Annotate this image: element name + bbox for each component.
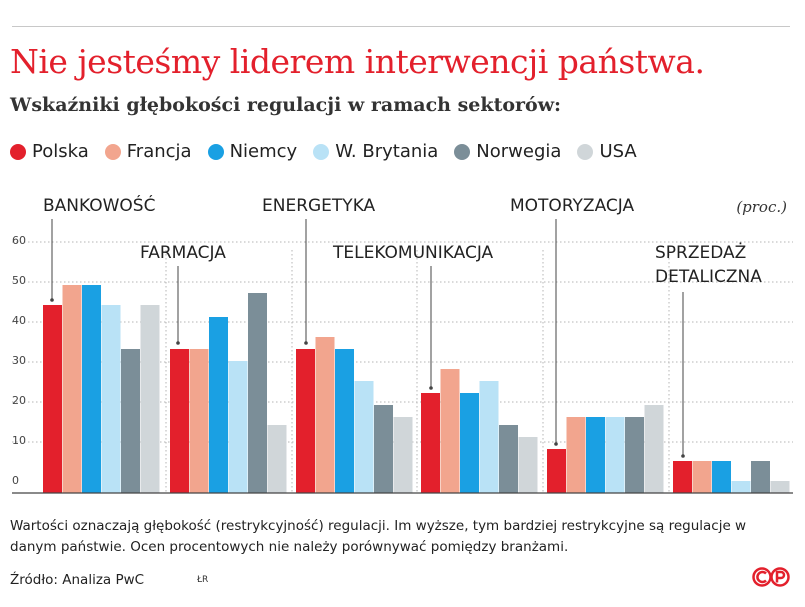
bar <box>335 349 354 493</box>
bar <box>440 369 460 493</box>
leader-dot <box>681 454 685 458</box>
legend-label: Norwegia <box>476 141 562 162</box>
legend-dot <box>10 143 26 160</box>
bar <box>267 425 287 493</box>
category-label: SPRZEDAŻ <box>655 242 746 263</box>
legend-label: Polska <box>32 141 89 162</box>
bar <box>644 405 664 493</box>
bar <box>731 481 751 493</box>
category-label: BANKOWOŚĆ <box>43 194 155 216</box>
legend-item-usa: USA <box>577 141 637 162</box>
y-tick-label: 40 <box>12 314 26 327</box>
leader-dot <box>176 341 180 345</box>
legend-label: Francja <box>126 141 192 162</box>
legend-item-polska: Polska <box>10 141 89 162</box>
y-tick-label: 30 <box>12 354 26 367</box>
bar <box>393 417 413 493</box>
bar <box>460 393 479 493</box>
y-tick-label: 20 <box>12 394 26 407</box>
source-text: Źródło: Analiza PwC <box>10 572 145 588</box>
bar <box>499 425 518 493</box>
category-label: FARMACJA <box>140 243 226 263</box>
bar <box>101 305 121 493</box>
legend-dot <box>207 143 224 160</box>
bar <box>518 437 538 493</box>
bar <box>605 417 625 493</box>
legend-label: W. Brytania <box>335 141 439 162</box>
footnote: Wartości oznaczają głębokość (restrykcyj… <box>10 518 747 555</box>
bar <box>296 349 315 493</box>
y-tick-label: 60 <box>12 234 26 247</box>
leader-dot <box>554 442 558 446</box>
bar <box>354 381 374 493</box>
bar <box>189 349 209 493</box>
legend-item-niemcy: Niemcy <box>207 141 298 162</box>
bar <box>751 461 770 493</box>
legend-item-francja: Francja <box>104 141 192 162</box>
bar <box>82 285 101 493</box>
category-label: TELEKOMUNIKACJA <box>332 243 494 263</box>
legend-item-norwegia: Norwegia <box>454 141 561 162</box>
bar <box>625 417 644 493</box>
bar <box>248 293 267 493</box>
bar <box>140 305 160 493</box>
unit-label: (proc.) <box>736 198 787 216</box>
category-label: ENERGETYKA <box>262 196 376 216</box>
top-rule <box>12 26 790 27</box>
legend-item-w-brytania: W. Brytania <box>313 141 438 162</box>
legend-label: USA <box>599 141 637 162</box>
bar <box>479 381 499 493</box>
bar <box>121 349 140 493</box>
author-credit: ŁR <box>197 575 209 585</box>
bar <box>421 393 440 493</box>
bar <box>209 317 228 493</box>
y-tick-label: 50 <box>12 274 26 287</box>
bar <box>170 349 189 493</box>
bar <box>770 481 790 493</box>
legend-dot <box>104 143 121 160</box>
bar <box>374 405 393 493</box>
legend-dot <box>454 143 471 160</box>
category-label: MOTORYZACJA <box>510 196 634 216</box>
chart-subtitle: Wskaźniki głębokości regulacji w ramach … <box>10 94 562 116</box>
bar <box>673 461 692 493</box>
legend-dot <box>577 143 594 160</box>
leader-dot <box>50 298 54 302</box>
bar <box>315 337 335 493</box>
bar <box>62 285 82 493</box>
bar <box>586 417 605 493</box>
legend: Polska Francja Niemcy W. Brytania Norweg… <box>10 141 653 162</box>
y-tick-label: 0 <box>12 474 19 487</box>
leader-dot <box>429 386 433 390</box>
bar <box>228 361 248 493</box>
cp-logo-icon <box>752 567 790 587</box>
bar <box>547 449 566 493</box>
chart-title: Nie jesteśmy liderem interwencji państwa… <box>10 42 705 81</box>
bar <box>692 461 712 493</box>
leader-dot <box>304 341 308 345</box>
legend-dot <box>313 143 330 160</box>
y-tick-label: 10 <box>12 434 26 447</box>
category-label: DETALICZNA <box>655 267 762 287</box>
bar <box>712 461 731 493</box>
legend-label: Niemcy <box>229 141 298 162</box>
bar <box>566 417 586 493</box>
bar <box>43 305 62 493</box>
